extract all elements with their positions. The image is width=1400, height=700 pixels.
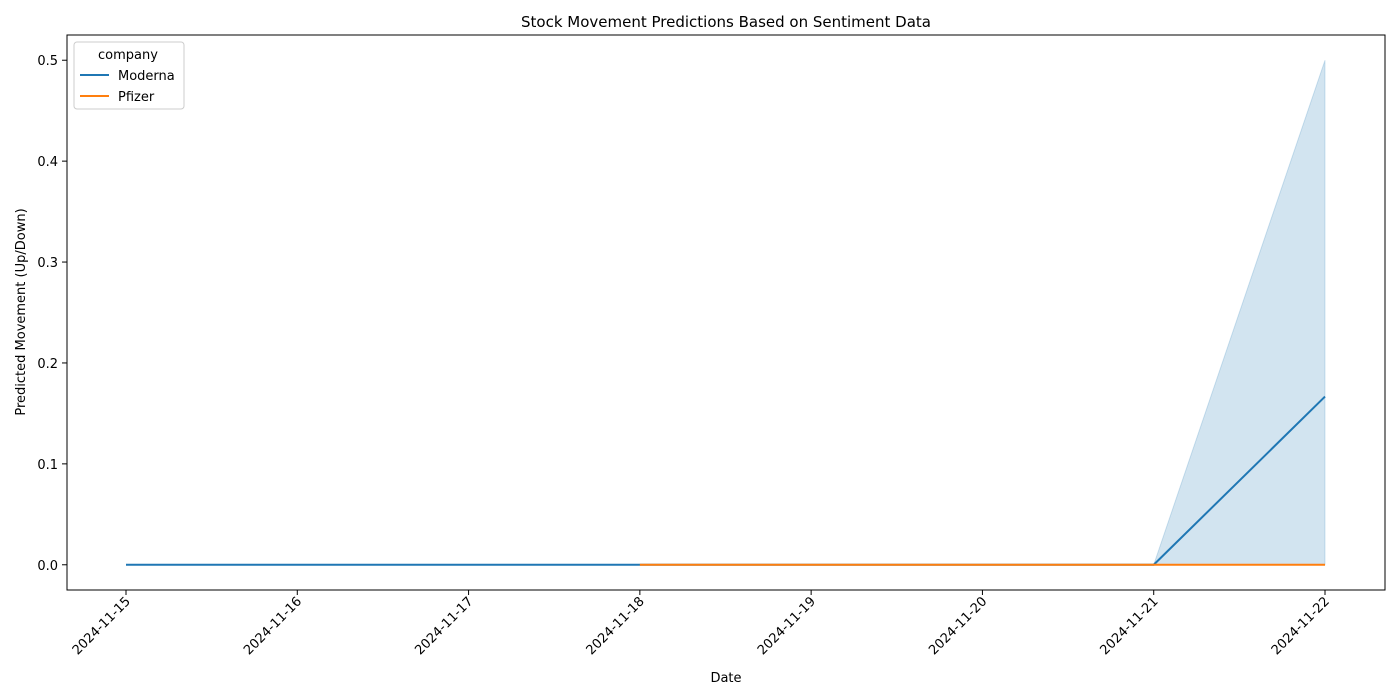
series-line-layer bbox=[126, 395, 1326, 566]
legend-label-pfizer: Pfizer bbox=[118, 90, 155, 105]
x-tick-label: 2024-11-19 bbox=[755, 594, 819, 658]
x-axis-label: Date bbox=[710, 671, 741, 686]
plot-area-frame bbox=[66, 34, 1386, 591]
legend-label-moderna: Moderna bbox=[118, 69, 175, 84]
x-tick-label: 2024-11-18 bbox=[584, 594, 648, 658]
x-tick-label: 2024-11-17 bbox=[412, 594, 476, 658]
x-axis: 2024-11-15 2024-11-16 2024-11-17 2024-11-18… bbox=[70, 590, 1333, 658]
y-tick-label: 0.4 bbox=[37, 155, 58, 170]
legend-title: company bbox=[98, 48, 158, 63]
series-line-moderna bbox=[126, 395, 1326, 566]
y-axis: 0.0 0.1 0.2 0.3 0.4 0.5 bbox=[37, 54, 67, 574]
y-tick-label: 0.0 bbox=[37, 559, 58, 574]
y-axis-label: Predicted Movement (Up/Down) bbox=[14, 208, 29, 415]
y-tick-label: 0.5 bbox=[37, 54, 58, 69]
legend: company Moderna Pfizer bbox=[73, 41, 185, 110]
y-tick-label: 0.3 bbox=[37, 256, 58, 271]
confidence-band-layer bbox=[1153, 60, 1326, 566]
x-tick-label: 2024-11-21 bbox=[1098, 594, 1162, 658]
x-tick-label: 2024-11-15 bbox=[70, 594, 134, 658]
x-tick-label: 2024-11-20 bbox=[926, 594, 990, 658]
x-tick-label: 2024-11-16 bbox=[241, 594, 305, 658]
legend-box bbox=[73, 41, 185, 110]
chart-title: Stock Movement Predictions Based on Sent… bbox=[521, 13, 931, 31]
x-tick-label: 2024-11-22 bbox=[1269, 594, 1333, 658]
y-tick-label: 0.2 bbox=[37, 357, 58, 372]
confidence-band-moderna bbox=[1153, 60, 1326, 566]
y-tick-label: 0.1 bbox=[37, 458, 58, 473]
